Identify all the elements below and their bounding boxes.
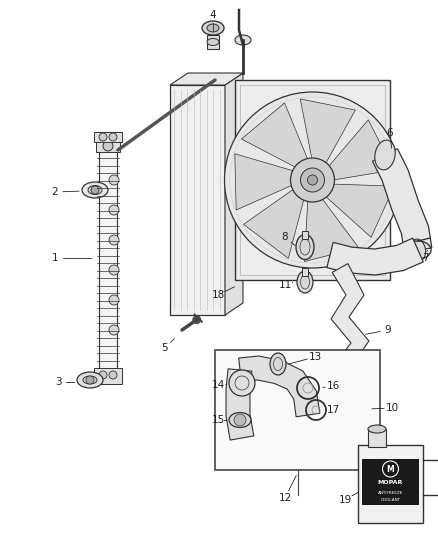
- Text: 1: 1: [52, 253, 58, 263]
- Polygon shape: [300, 99, 355, 166]
- Text: 13: 13: [308, 352, 321, 362]
- Circle shape: [99, 133, 107, 141]
- Circle shape: [91, 186, 99, 194]
- Circle shape: [225, 92, 400, 268]
- Ellipse shape: [236, 152, 250, 161]
- Circle shape: [290, 158, 335, 202]
- Polygon shape: [239, 356, 320, 417]
- Polygon shape: [327, 238, 423, 275]
- Ellipse shape: [236, 253, 250, 262]
- FancyBboxPatch shape: [207, 35, 219, 49]
- Text: 17: 17: [326, 405, 339, 415]
- Ellipse shape: [410, 239, 426, 261]
- Circle shape: [234, 414, 246, 426]
- Circle shape: [300, 168, 325, 192]
- FancyBboxPatch shape: [302, 231, 308, 239]
- Ellipse shape: [202, 21, 224, 35]
- FancyBboxPatch shape: [368, 429, 386, 447]
- FancyBboxPatch shape: [302, 268, 308, 276]
- Circle shape: [103, 141, 113, 151]
- Text: COOLANT: COOLANT: [381, 498, 401, 502]
- Polygon shape: [304, 196, 359, 262]
- Circle shape: [109, 205, 119, 215]
- Circle shape: [307, 175, 318, 185]
- Polygon shape: [235, 154, 297, 210]
- Ellipse shape: [297, 271, 313, 293]
- Text: 16: 16: [326, 381, 339, 391]
- FancyBboxPatch shape: [235, 80, 390, 280]
- Circle shape: [193, 316, 201, 324]
- Text: 19: 19: [339, 495, 352, 505]
- Ellipse shape: [88, 185, 102, 195]
- Ellipse shape: [82, 182, 108, 198]
- Ellipse shape: [235, 35, 251, 45]
- Polygon shape: [331, 264, 369, 409]
- FancyBboxPatch shape: [96, 140, 120, 152]
- Text: 12: 12: [279, 493, 292, 503]
- Polygon shape: [323, 184, 394, 237]
- Text: MOPAR: MOPAR: [378, 481, 403, 486]
- Text: 11: 11: [279, 280, 292, 290]
- Polygon shape: [170, 73, 243, 85]
- Text: 3: 3: [55, 377, 61, 387]
- FancyBboxPatch shape: [215, 350, 380, 470]
- Text: 8: 8: [282, 232, 288, 242]
- Ellipse shape: [236, 102, 250, 111]
- Ellipse shape: [207, 38, 219, 45]
- Circle shape: [109, 371, 117, 379]
- Text: 10: 10: [385, 403, 399, 413]
- Text: 4: 4: [210, 10, 216, 20]
- Circle shape: [109, 175, 119, 185]
- Ellipse shape: [296, 235, 314, 260]
- Circle shape: [99, 371, 107, 379]
- Text: 7: 7: [422, 253, 428, 263]
- Text: 9: 9: [385, 325, 391, 335]
- Circle shape: [109, 295, 119, 305]
- Circle shape: [229, 370, 255, 396]
- FancyBboxPatch shape: [99, 150, 117, 370]
- Text: 2: 2: [52, 187, 58, 197]
- Polygon shape: [241, 103, 309, 169]
- Text: 15: 15: [212, 415, 225, 425]
- Text: 5: 5: [162, 343, 168, 353]
- FancyBboxPatch shape: [94, 368, 122, 384]
- FancyBboxPatch shape: [362, 459, 419, 505]
- Text: 18: 18: [212, 290, 225, 300]
- Ellipse shape: [77, 372, 103, 388]
- Ellipse shape: [229, 413, 251, 427]
- Text: 14: 14: [212, 380, 225, 390]
- Circle shape: [109, 235, 119, 245]
- Circle shape: [109, 133, 117, 141]
- Circle shape: [109, 265, 119, 275]
- Ellipse shape: [270, 353, 286, 375]
- FancyBboxPatch shape: [358, 445, 423, 523]
- Text: 6: 6: [387, 128, 393, 138]
- Circle shape: [86, 376, 94, 384]
- Ellipse shape: [207, 24, 219, 32]
- Circle shape: [346, 404, 354, 412]
- Text: M: M: [387, 464, 394, 473]
- Polygon shape: [244, 188, 305, 259]
- FancyBboxPatch shape: [170, 85, 225, 315]
- Circle shape: [109, 325, 119, 335]
- Circle shape: [332, 390, 368, 426]
- FancyBboxPatch shape: [94, 132, 122, 142]
- Text: ANTIFREEZE: ANTIFREEZE: [378, 491, 403, 495]
- Polygon shape: [225, 73, 243, 315]
- Ellipse shape: [375, 140, 395, 170]
- Polygon shape: [226, 369, 254, 440]
- Polygon shape: [327, 120, 394, 181]
- Ellipse shape: [236, 203, 250, 212]
- Ellipse shape: [83, 376, 97, 384]
- Ellipse shape: [368, 425, 386, 433]
- Polygon shape: [372, 149, 432, 252]
